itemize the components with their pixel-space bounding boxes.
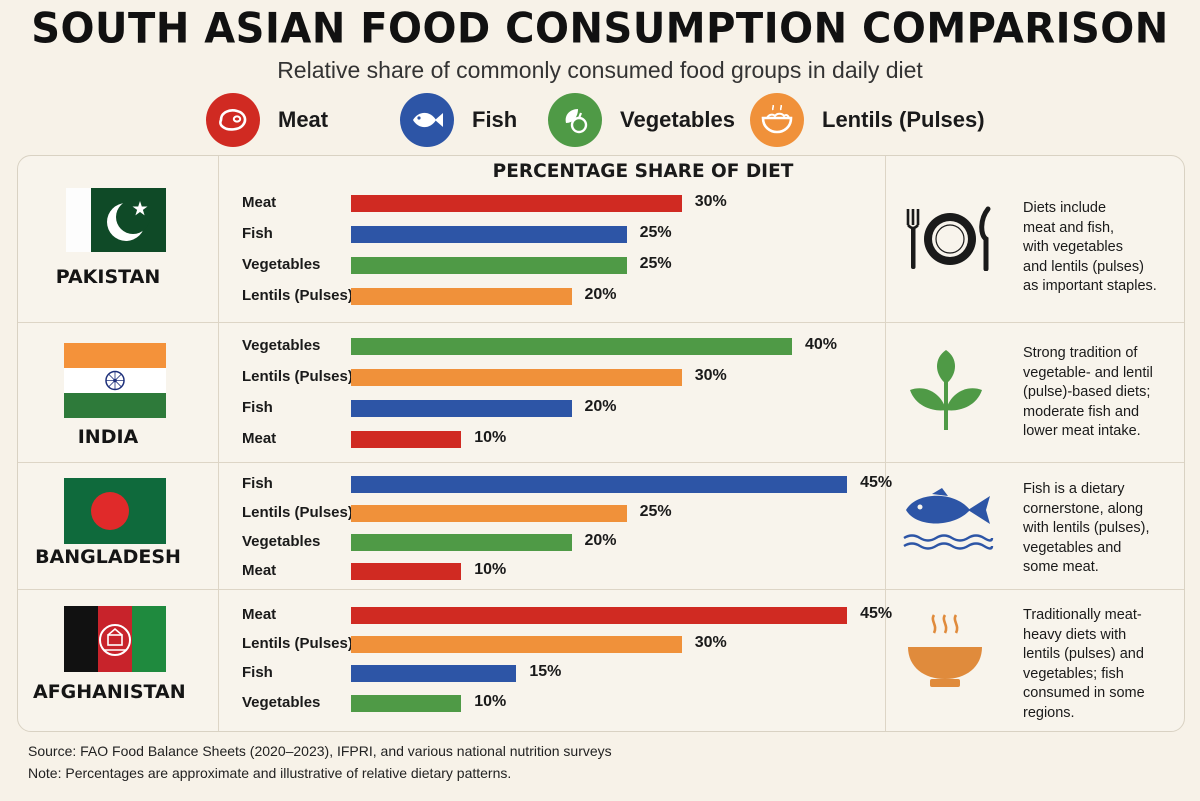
disclaimer-note: Note: Percentages are approximate and il… [28,765,512,781]
divider [218,156,219,731]
afghanistan-flag [64,606,166,672]
bar-label: Lentils (Pulses) [242,504,353,521]
vegetables-icon [548,93,602,147]
bar-label: Meat [242,430,277,447]
india-flag [64,343,166,418]
bar-vegetables [351,257,627,274]
country-name: INDIA [77,426,139,448]
meat-icon [206,93,260,147]
bar-label: Lentils (Pulses) [242,287,353,304]
bar-label: Lentils (Pulses) [242,635,353,652]
bar-value-label: 20% [584,398,617,415]
bar-value-label: 45% [860,605,893,622]
chart-panel [17,155,1185,732]
country-name: AFGHANISTAN [33,681,186,703]
legend: Meat Fish Vegetables [0,92,1200,148]
country-name: PAKISTAN [55,266,161,288]
source-note: Source: FAO Food Balance Sheets (2020–20… [28,743,612,759]
divider [18,322,1184,323]
bar-label: Fish [242,225,273,242]
bar-meat [351,431,462,448]
bar-value-label: 40% [805,336,838,353]
bar-lentils [351,505,627,522]
page-title: SOUTH ASIAN FOOD CONSUMPTION COMPARISON [31,4,1169,54]
bar-label: Vegetables [242,256,321,273]
bar-meat [351,563,462,580]
bar-value-label: 30% [694,193,727,210]
bar-value-label: 10% [474,561,507,578]
legend-item-lentils: Lentils (Pulses) [750,92,985,148]
bar-value-label: 20% [584,286,617,303]
legend-item-meat: Meat [206,92,328,148]
bar-meat [351,195,682,212]
bar-value-label: 10% [474,429,507,446]
plate-cutlery-icon [906,206,991,271]
bar-fish [351,665,517,682]
legend-item-vegetables: Vegetables [548,92,735,148]
country-note: Diets include meat and fish, with vegetabl… [1023,200,1157,294]
bar-value-label: 10% [474,693,507,710]
bar-value-label: 30% [694,634,727,651]
country-note: Strong tradition of vegetable- and lentil… [1023,345,1153,439]
bar-label: Meat [242,562,277,579]
bar-vegetables [351,695,462,712]
bar-label: Lentils (Pulses) [242,368,353,385]
fish-icon [400,93,454,147]
bar-value-label: 45% [860,474,893,491]
bar-vegetables [351,534,572,551]
bar-label: Fish [242,664,273,681]
page-subtitle: Relative share of commonly consumed food… [277,57,923,83]
bangladesh-flag [64,478,166,544]
bar-value-label: 20% [584,532,617,549]
bar-value-label: 30% [694,367,727,384]
bar-lentils [351,369,682,386]
pakistan-flag [66,188,166,252]
bar-fish [351,400,572,417]
country-note: Fish is a dietary cornerstone, along with … [1023,481,1150,575]
lentils-bowl-icon [750,93,804,147]
bar-label: Vegetables [242,694,321,711]
steaming-bowl-icon [908,614,982,687]
chart-title: PERCENTAGE SHARE OF DIET [492,161,794,182]
fish-waves-icon [903,488,994,550]
bar-value-label: 25% [639,503,672,520]
bar-label: Vegetables [242,337,321,354]
bar-fish [351,226,627,243]
bar-lentils [351,636,682,653]
divider [18,589,1184,590]
country-name: BANGLADESH [35,546,181,568]
bar-fish [351,476,848,493]
bar-label: Fish [242,399,273,416]
leaf-plant-icon [910,350,982,430]
legend-label-fish: Fish [472,107,518,132]
legend-label-meat: Meat [278,107,329,132]
bar-value-label: 25% [639,224,672,241]
bar-value-label: 25% [639,255,672,272]
legend-label-lentils: Lentils (Pulses) [822,107,985,132]
bar-vegetables [351,338,792,355]
bar-label: Vegetables [242,533,321,550]
legend-label-vegetables: Vegetables [620,107,735,132]
divider [18,462,1184,463]
bar-value-label: 15% [529,663,562,680]
bar-lentils [351,288,572,305]
bar-label: Fish [242,475,273,492]
bar-label: Meat [242,194,277,211]
legend-item-fish: Fish [400,92,517,148]
bar-meat [351,607,848,624]
bar-label: Meat [242,606,277,623]
country-note: Traditionally meat-heavy diets with lenti… [1023,607,1145,721]
divider [885,156,886,731]
